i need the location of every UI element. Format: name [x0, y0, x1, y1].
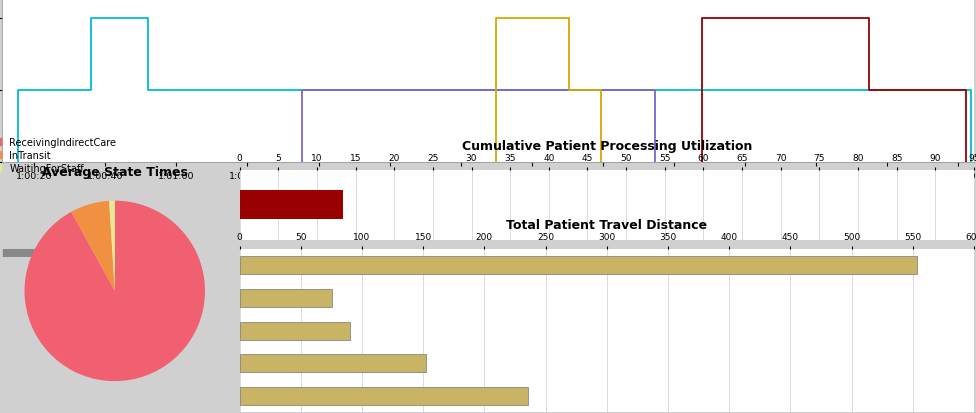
- Title: Total Patient Travel Distance: Total Patient Travel Distance: [507, 218, 708, 232]
- Title: Cumulative Patient Processing Utilization: Cumulative Patient Processing Utilizatio…: [462, 140, 752, 152]
- Wedge shape: [24, 201, 205, 381]
- Bar: [3, 250, 42, 256]
- Title: Average State Times: Average State Times: [42, 166, 187, 179]
- Bar: [239, 354, 427, 372]
- Bar: [239, 190, 344, 220]
- Wedge shape: [71, 201, 115, 291]
- Bar: [239, 289, 332, 307]
- Wedge shape: [109, 201, 115, 291]
- Bar: [239, 257, 917, 275]
- Bar: [239, 322, 349, 339]
- Legend: ReceivingIndirectCare, InTransit, WaitingForStaff: ReceivingIndirectCare, InTransit, Waitin…: [0, 134, 120, 178]
- Bar: [239, 387, 528, 405]
